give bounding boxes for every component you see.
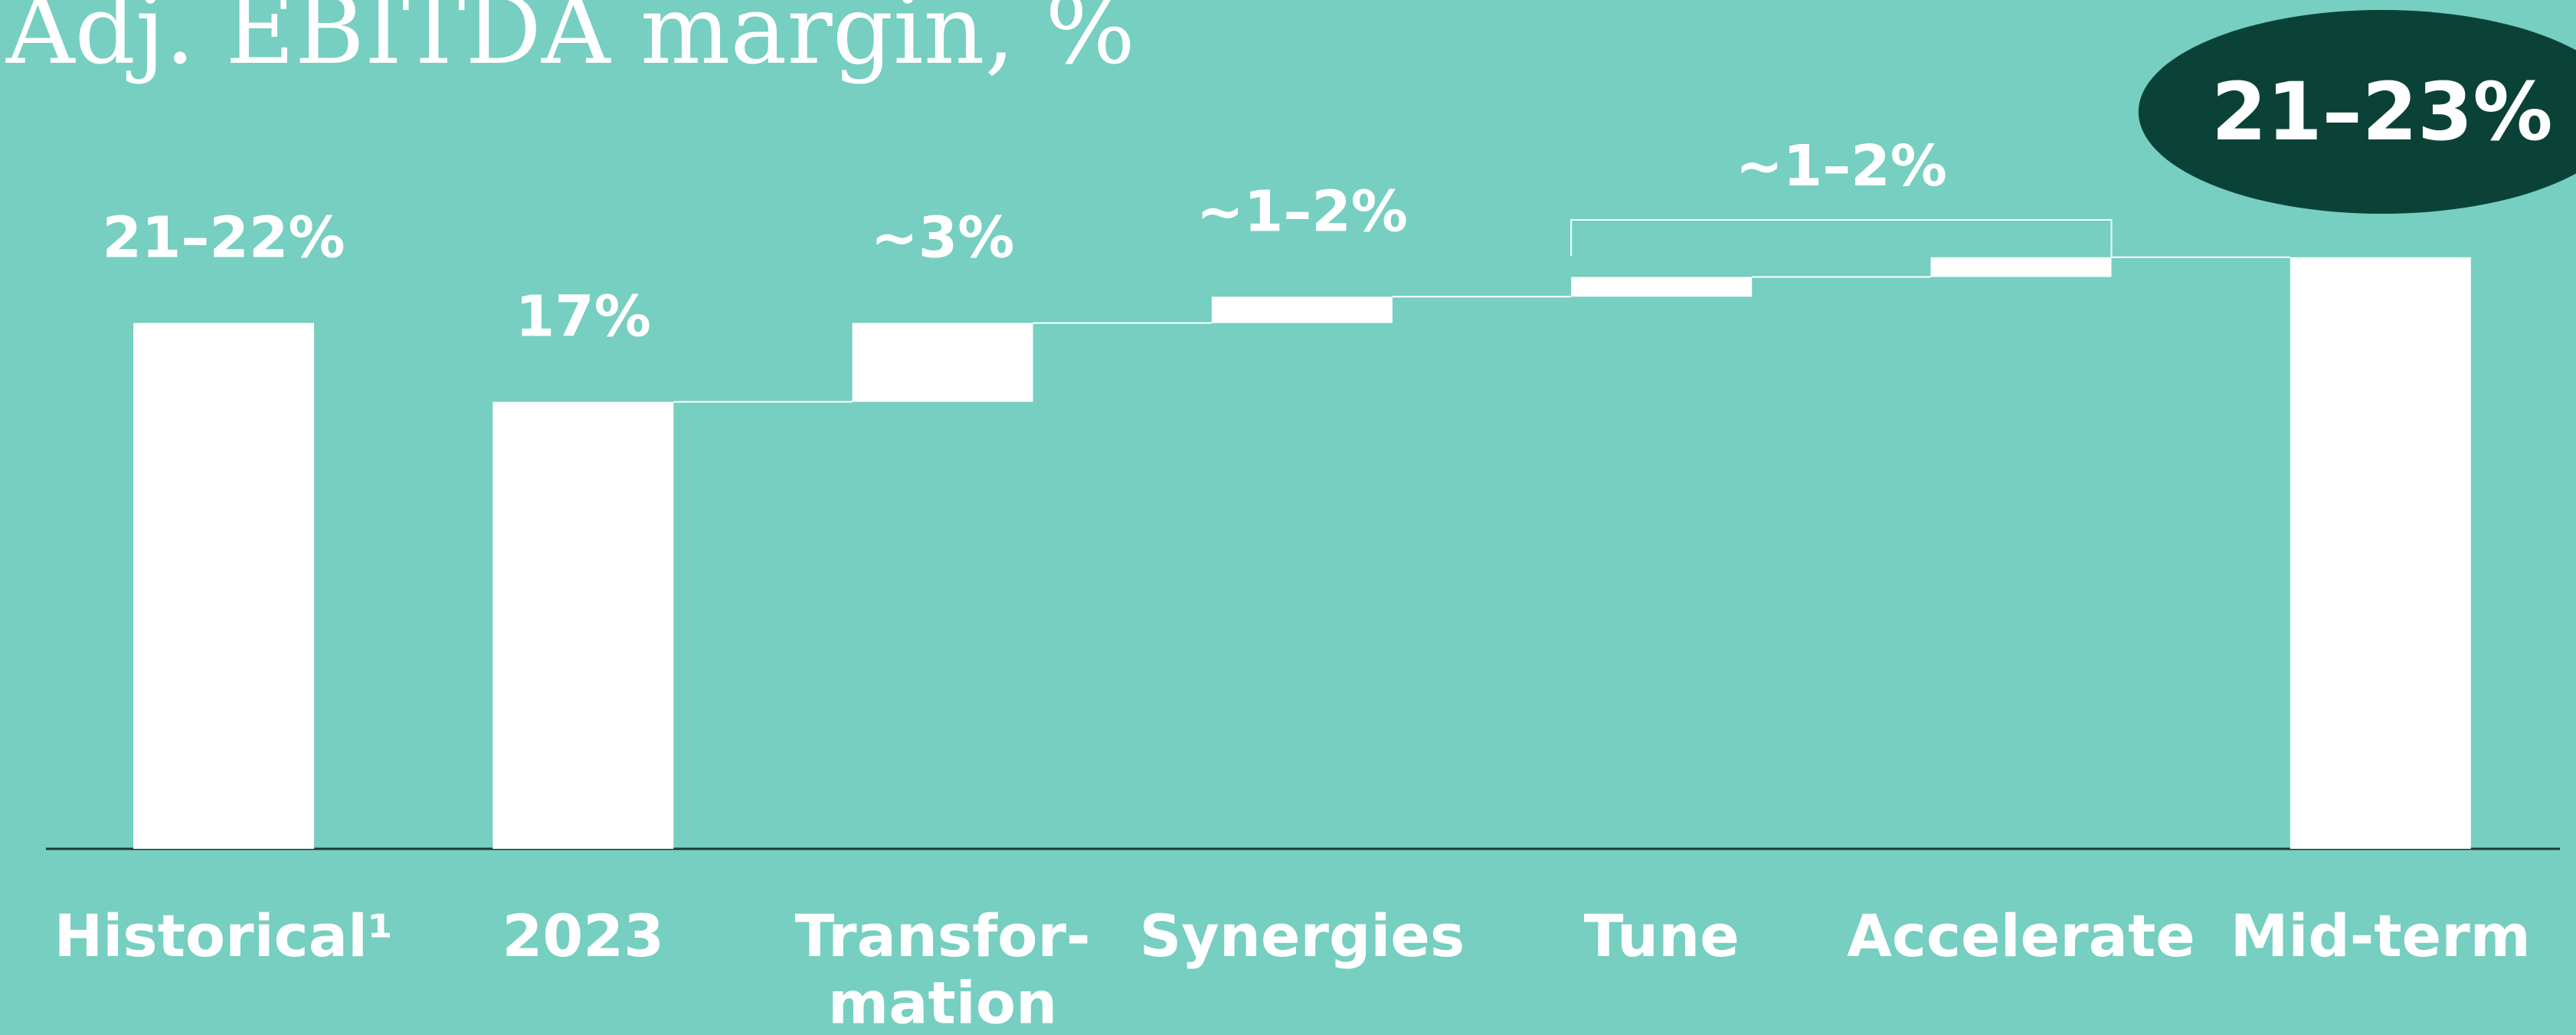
value-label: ~3%	[871, 205, 1015, 271]
category-label: Historical¹	[54, 902, 394, 970]
bar	[1211, 296, 1393, 323]
bar	[1930, 257, 2112, 277]
bracket	[1570, 219, 2113, 257]
chart-title: Adj. EBITDA margin, %	[5, 0, 1135, 86]
annotation: ~1–2%	[1736, 133, 1947, 199]
bar	[852, 323, 1033, 402]
category-label: 2023	[502, 902, 665, 970]
bar	[2290, 257, 2471, 849]
category-label: Synergies	[1140, 902, 1465, 970]
bar	[1571, 277, 1753, 297]
value-label: 17%	[516, 284, 651, 350]
value-label: 21–23%	[2211, 65, 2553, 159]
value-label: ~1–2%	[1196, 179, 1408, 244]
bar	[493, 401, 674, 849]
highlight-ellipse	[2138, 10, 2576, 214]
bar	[133, 323, 314, 850]
value-label: 21–22%	[102, 205, 345, 271]
category-label: Transfor-mation	[795, 902, 1091, 1035]
category-label: Accelerate	[1847, 902, 2195, 970]
category-label: Mid-term	[2231, 902, 2531, 970]
category-label: Tune	[1584, 902, 1740, 970]
